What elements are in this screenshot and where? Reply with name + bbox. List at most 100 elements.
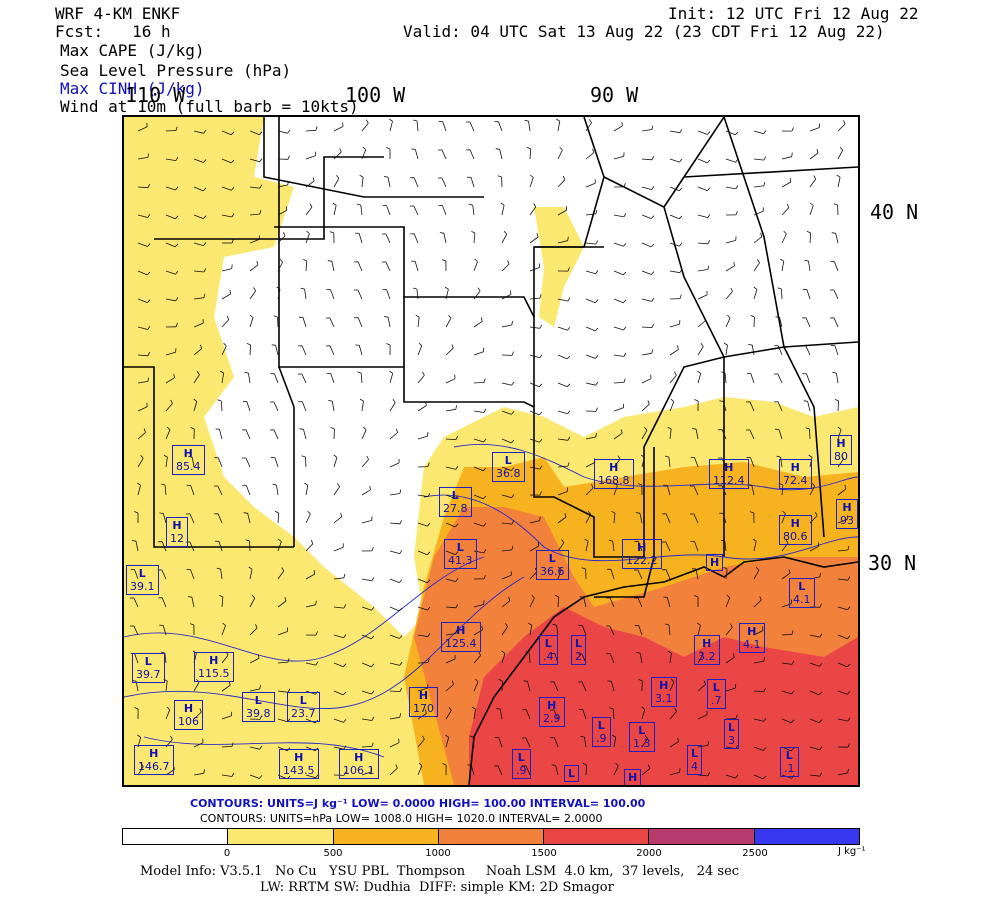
wind-barb (529, 597, 535, 608)
wind-barb-feather (647, 400, 650, 405)
wind-barb (218, 541, 223, 552)
wind-barb-feather (806, 230, 811, 234)
wind-barb-feather (356, 203, 361, 206)
wind-barb (529, 206, 537, 216)
pressure-center-label: H (706, 554, 724, 571)
wind-barb (582, 709, 587, 720)
wind-barb (641, 430, 648, 440)
wind-barb-feather (455, 578, 459, 582)
wind-barb-feather (386, 343, 391, 346)
wind-barb (721, 485, 727, 496)
wind-barb (473, 681, 479, 692)
pressure-center-value: 93 (840, 514, 854, 527)
wind-barb (641, 738, 648, 748)
wind-barb-feather (834, 399, 839, 402)
wind-barb (809, 428, 811, 440)
pressure-center-type: L (728, 721, 736, 734)
wind-barb (753, 236, 763, 244)
wind-barb (305, 513, 311, 524)
wind-barb-feather (301, 455, 306, 458)
wind-barb (445, 522, 456, 528)
field-label-cinh: Max CINH (J/kg) (60, 79, 205, 98)
wind-barb (585, 152, 595, 160)
wind-barb (557, 596, 560, 608)
wind-barb (837, 177, 841, 188)
wind-barb-feather (304, 482, 309, 486)
wind-barb (525, 765, 531, 776)
wind-barb-feather (595, 209, 598, 214)
colorbar-seg-500 (228, 829, 334, 844)
wind-barb-feather (511, 411, 515, 415)
wind-barb-feather (595, 407, 598, 412)
wind-barb-feather (595, 270, 599, 274)
wind-barb-feather (623, 182, 626, 188)
lat-label-30n: 30 N (868, 551, 917, 575)
wind-barb-feather (455, 465, 459, 470)
wind-barb-feather (595, 381, 599, 386)
wind-barb (445, 578, 456, 582)
wind-barb (193, 214, 204, 219)
wind-barb-feather (614, 482, 618, 486)
wind-barb-feather (203, 268, 207, 273)
wind-barb (162, 513, 167, 524)
wind-barb (417, 550, 428, 556)
wind-barb (697, 714, 708, 720)
wind-barb-feather (223, 342, 227, 347)
wind-barb-feather (474, 258, 478, 262)
wind-barb (613, 326, 624, 331)
wind-barb-feather (755, 566, 760, 571)
wind-barb (193, 297, 204, 300)
pressure-center-label: L 23.7 (287, 692, 320, 722)
wind-barb (246, 401, 251, 412)
wind-barb-feather (763, 156, 767, 161)
wind-barb (245, 429, 251, 440)
pressure-center-label: H (624, 769, 642, 785)
wind-barb (358, 233, 363, 244)
wind-barb (249, 627, 258, 636)
wind-barb (529, 625, 533, 636)
wind-barb-feather (847, 606, 851, 611)
wind-barb (834, 345, 839, 356)
wind-barb (501, 522, 512, 525)
wind-barb-feather (246, 343, 251, 346)
wind-barb (193, 711, 202, 720)
wind-barb (442, 121, 447, 132)
wind-barb (417, 522, 428, 527)
wind-barb-feather (819, 663, 823, 667)
wind-barb (473, 351, 484, 356)
wind-barb (777, 345, 783, 356)
wind-barb (781, 156, 792, 160)
wind-barb (585, 326, 596, 332)
wind-barb (246, 485, 251, 496)
wind-barb (333, 606, 344, 609)
wind-barb-feather (623, 352, 627, 357)
wind-barb (473, 629, 483, 636)
wind-barb (529, 236, 539, 244)
wind-barb-feather (638, 679, 643, 682)
pressure-center-type: H (149, 747, 159, 760)
wind-barb (305, 573, 315, 580)
wind-barb (751, 345, 755, 356)
wind-barb (470, 177, 475, 188)
pressure-center-value: 12 (170, 532, 184, 545)
wind-barb-feather (733, 653, 735, 658)
wind-barb (249, 569, 253, 580)
wind-barb-feather (483, 438, 487, 443)
wind-barb-feather (595, 432, 597, 438)
wind-barb (557, 382, 568, 388)
wind-barb (697, 684, 706, 692)
wind-barb (553, 709, 559, 720)
wind-barb (445, 684, 454, 692)
pressure-center-label: L 36.6 (536, 550, 569, 580)
wind-barb-feather (678, 187, 683, 192)
wind-barb (501, 205, 505, 216)
pressure-center-type: L (597, 719, 605, 732)
pressure-center-value: 4.1 (793, 593, 811, 606)
pressure-center-type: L (798, 580, 806, 593)
wind-barb (585, 541, 589, 552)
wind-barb-feather (395, 428, 398, 433)
wind-barb-feather (566, 355, 571, 360)
wind-barb (333, 662, 344, 668)
wind-barb-feather (306, 230, 310, 234)
pressure-center-value: .9 (596, 732, 607, 745)
